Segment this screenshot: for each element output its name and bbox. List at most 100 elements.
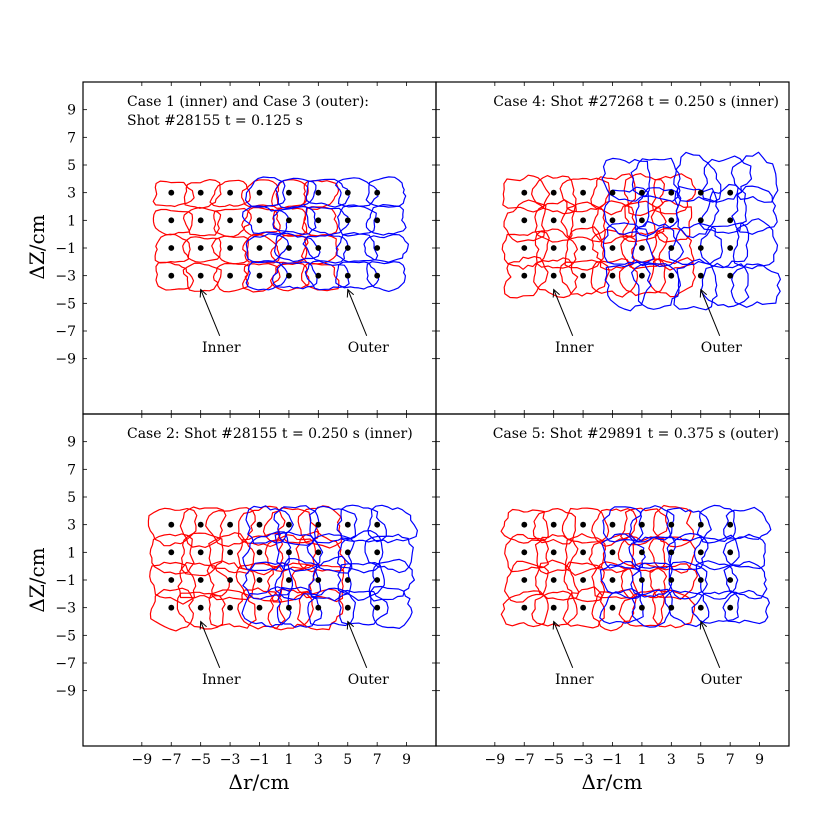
inner-contour: [237, 505, 286, 548]
plot-area: [152, 176, 409, 293]
measurement-point: [521, 521, 528, 528]
x-tick-label: −9: [485, 752, 506, 768]
measurement-point: [344, 604, 351, 611]
measurement-point: [344, 577, 351, 583]
measurement-point: [286, 521, 292, 528]
outer-contour: [242, 561, 294, 600]
outer-contour: [722, 589, 770, 625]
measurement-point: [668, 189, 675, 196]
measurement-point: [639, 245, 645, 251]
inner-contour: [152, 208, 194, 236]
measurement-point: [197, 604, 204, 611]
measurement-point: [668, 604, 675, 611]
outer-contour: [275, 177, 317, 209]
inner-contour: [504, 560, 549, 603]
measurement-point: [727, 245, 734, 251]
y-tick-label: 3: [67, 186, 76, 202]
x-axis-title-left: Δr/cm: [229, 770, 290, 794]
x-tick-label: 1: [284, 752, 293, 768]
inner-contour: [531, 175, 577, 215]
x-tick-label: 5: [343, 752, 352, 768]
y-tick-label: 7: [67, 130, 76, 146]
outer-contour: [244, 176, 286, 208]
measurement-point: [286, 217, 292, 224]
x-tick-label: 9: [402, 752, 411, 768]
outer-arrow-head: [346, 620, 355, 630]
measurement-point: [315, 272, 322, 279]
panel-title-line: Case 2: Shot #28155 t = 0.250 s (inner): [127, 426, 413, 442]
inner-contour: [620, 562, 668, 600]
measurement-point: [256, 245, 263, 251]
outer-label: Outer: [348, 340, 389, 356]
measurement-point: [374, 245, 381, 251]
measurement-point: [197, 189, 204, 196]
measurement-point: [668, 245, 675, 251]
outer-contour: [337, 204, 377, 237]
inner-contour: [590, 173, 637, 216]
inner-contour: [622, 200, 667, 243]
y-tick-label: −1: [55, 573, 76, 589]
inner-contour: [588, 533, 635, 574]
outer-contour: [304, 260, 350, 291]
inner-contour: [561, 507, 610, 544]
measurement-point: [197, 272, 204, 279]
outer-contour: [599, 588, 645, 625]
outer-contour: [723, 506, 772, 540]
outer-contour: [730, 263, 781, 308]
measurement-point: [197, 549, 204, 556]
outer-contour: [602, 506, 644, 543]
measurement-point: [550, 217, 557, 224]
measurement-point: [374, 549, 381, 556]
outer-contour: [364, 533, 414, 574]
y-tick-label: −1: [55, 241, 76, 257]
measurement-point: [668, 217, 675, 224]
measurement-point: [697, 577, 704, 583]
measurement-point: [727, 189, 734, 196]
outer-contour: [367, 504, 418, 544]
measurement-point: [286, 272, 292, 279]
measurement-point: [315, 604, 322, 611]
measurement-point: [344, 189, 351, 196]
measurement-point: [727, 217, 734, 224]
outer-contour: [631, 262, 680, 310]
inner-contour: [300, 234, 339, 265]
x-axis-title-right: Δr/cm: [582, 770, 643, 794]
outer-label: Outer: [348, 672, 389, 688]
y-tick-label: −9: [55, 684, 76, 700]
measurement-point: [727, 549, 734, 556]
measurement-point: [315, 189, 322, 196]
outer-arrow-line: [347, 289, 368, 336]
inner-arrow-line: [553, 621, 574, 668]
measurement-point: [256, 189, 263, 196]
x-tick-label: 9: [755, 752, 764, 768]
inner-arrow-head: [552, 288, 560, 298]
measurement-point: [315, 549, 322, 556]
outer-contour: [723, 560, 768, 600]
inner-arrow-line: [553, 289, 574, 336]
inner-contour: [182, 262, 222, 292]
outer-contour: [302, 234, 349, 264]
outer-contour: [272, 205, 317, 235]
measurement-point: [521, 189, 528, 196]
measurement-point: [697, 272, 704, 279]
outer-contour: [335, 177, 379, 208]
measurement-point: [639, 604, 645, 611]
inner-arrow-line: [200, 621, 221, 668]
inner-contour: [623, 173, 665, 217]
measurement-point: [521, 217, 528, 224]
measurement-point: [668, 549, 675, 556]
inner-contour: [211, 235, 249, 265]
measurement-point: [286, 577, 292, 583]
inner-contour: [564, 226, 605, 271]
inner-contour: [262, 507, 320, 544]
inner-contour: [534, 228, 578, 269]
outer-contour: [700, 262, 750, 308]
measurement-point: [227, 521, 234, 528]
y-tick-label: −3: [55, 269, 76, 285]
measurement-point: [344, 217, 351, 224]
inner-arrow-head: [552, 620, 560, 630]
x-tick-label: −5: [543, 752, 564, 768]
x-tick-label: −9: [132, 752, 153, 768]
inner-contour: [297, 588, 344, 631]
x-tick-label: −1: [249, 752, 270, 768]
